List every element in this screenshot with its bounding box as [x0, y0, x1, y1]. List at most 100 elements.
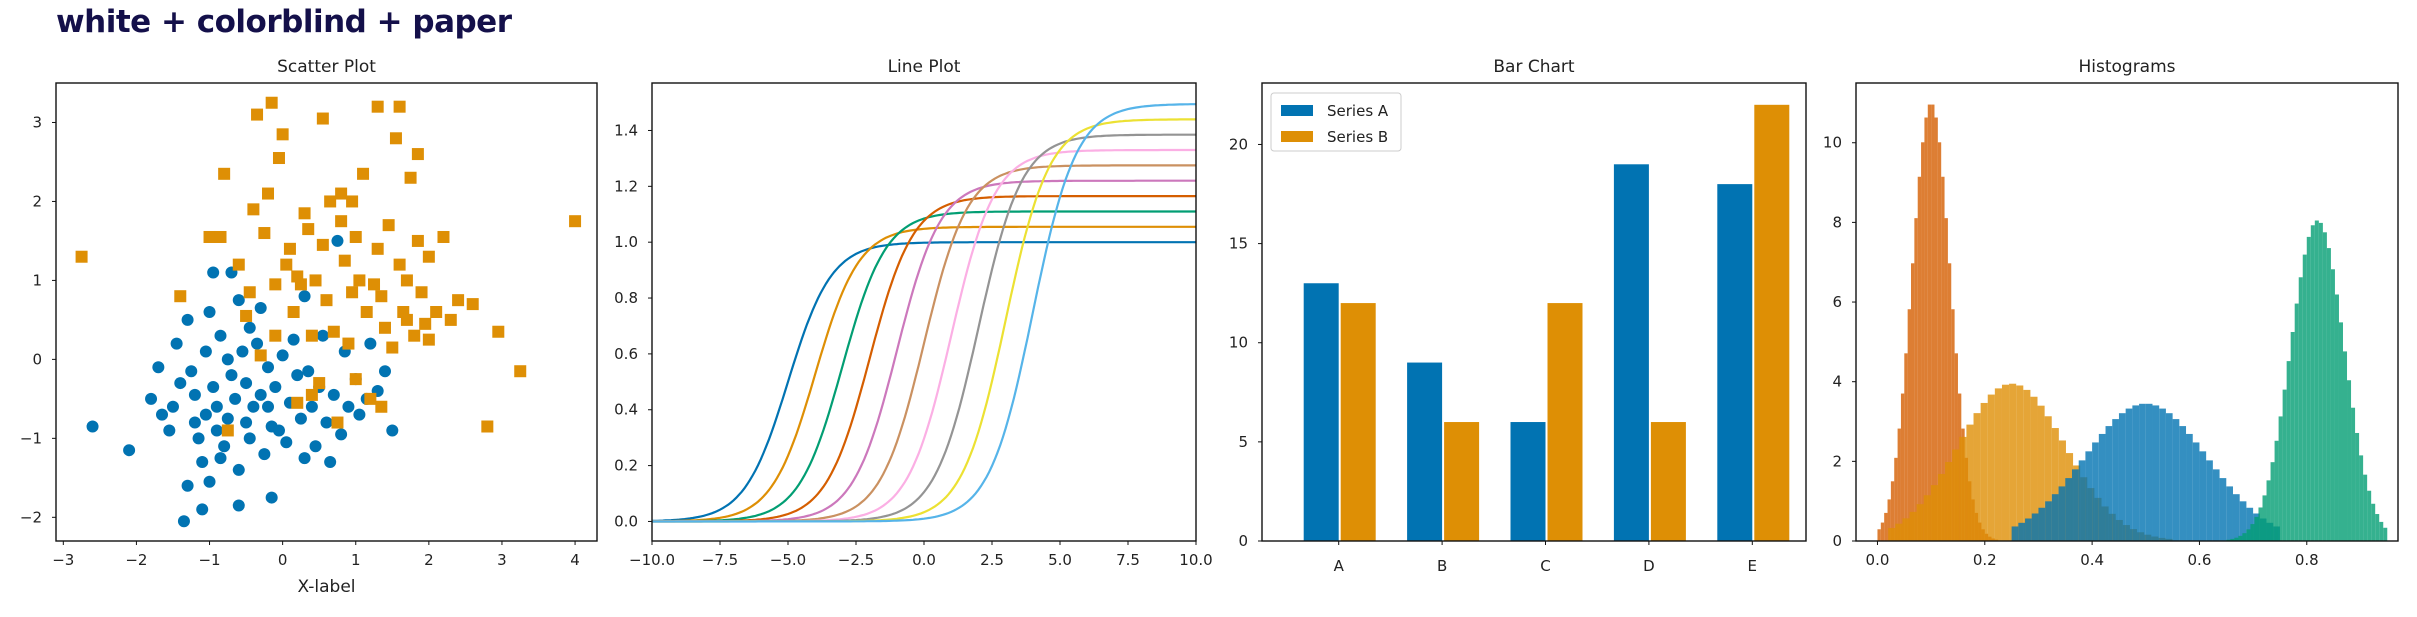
- scatter-point: [177, 515, 190, 528]
- y-tick-label: −1: [20, 429, 42, 447]
- bar: [1754, 104, 1790, 542]
- scatter-point: [400, 274, 413, 287]
- histogram-bar: [2302, 254, 2307, 541]
- scatter-point: [152, 361, 165, 374]
- histogram-bar: [1937, 142, 1942, 541]
- scatter-point: [243, 286, 256, 299]
- histogram-bar: [2286, 361, 2291, 541]
- histogram-bar: [1994, 388, 2002, 541]
- scatter-point: [174, 290, 187, 303]
- bar-panel: A B C D E Bar Chart 0 5 10 15 20 Series A Series B: [1229, 57, 1807, 575]
- y-tick-label: 0.6: [614, 345, 638, 363]
- x-tick-label: 0.2: [1973, 551, 1997, 569]
- scatter-point: [232, 499, 245, 512]
- scatter-point: [221, 353, 234, 366]
- bar: [1303, 283, 1339, 541]
- histogram-bar: [2254, 516, 2259, 541]
- figure-title: white + colorblind + paper: [56, 4, 512, 40]
- histogram-bar: [1895, 523, 1903, 541]
- y-tick-label: 0: [1832, 532, 1842, 550]
- y-tick-label: 0.2: [614, 457, 638, 475]
- scatter-point: [232, 294, 245, 307]
- histogram-bar: [2023, 389, 2031, 541]
- panel-title: Line Plot: [888, 57, 961, 77]
- histogram-bar: [2242, 533, 2247, 541]
- series-line: [652, 179, 1196, 523]
- histogram-bar: [2186, 433, 2193, 541]
- histogram-bar: [1987, 394, 1995, 541]
- histogram-bar: [1890, 481, 1895, 541]
- y-tick-label: 1.2: [614, 177, 638, 195]
- scatter-point: [360, 306, 373, 318]
- x-tick-label: 4: [570, 551, 580, 569]
- y-tick-label: 6: [1832, 293, 1842, 311]
- x-tick-label: 0: [278, 551, 288, 569]
- scatter-point: [240, 309, 253, 322]
- histogram-bar: [2132, 405, 2140, 541]
- histogram-bar: [1887, 499, 1891, 541]
- scatter-point: [240, 416, 253, 429]
- scatter-point: [378, 321, 391, 334]
- histogram-bar: [2051, 494, 2059, 541]
- scatter-point: [269, 329, 282, 342]
- scatter-point: [240, 377, 253, 390]
- histogram-bar: [2375, 514, 2380, 541]
- bar: [1510, 422, 1546, 541]
- scatter-point: [192, 432, 205, 445]
- histogram-bar: [1877, 529, 1881, 541]
- scatter-point: [221, 424, 234, 437]
- bar: [1340, 303, 1376, 541]
- histogram-bar: [2018, 522, 2026, 541]
- scatter-point: [408, 329, 421, 342]
- legend-label: Series B: [1327, 128, 1388, 146]
- histogram-bar: [1924, 117, 1928, 541]
- y-tick-label: 0: [32, 350, 42, 368]
- histogram-bar: [2274, 440, 2279, 541]
- x-tick-label: 0.4: [2080, 551, 2104, 569]
- y-tick-label: 0: [1238, 532, 1248, 550]
- scatter-point: [272, 424, 285, 437]
- scatter-point: [170, 337, 183, 350]
- scatter-point: [243, 321, 256, 334]
- scatter-point: [123, 444, 136, 457]
- scatter-point: [357, 167, 370, 180]
- x-tick-label: D: [1643, 557, 1655, 575]
- scatter-point: [254, 302, 267, 315]
- histogram-bar: [2351, 407, 2356, 541]
- x-tick-label: −7.5: [702, 551, 738, 569]
- bar: [1613, 164, 1649, 541]
- histogram-bar: [2165, 413, 2173, 541]
- histogram-bar: [2030, 396, 2038, 541]
- scatter-point: [207, 381, 220, 394]
- histogram-bar: [1902, 518, 1910, 541]
- histogram-bar: [1917, 176, 1922, 541]
- scatter-point: [324, 195, 337, 208]
- histogram-bar: [2139, 403, 2146, 541]
- scatter-point: [203, 306, 216, 318]
- scatter-point: [203, 230, 216, 243]
- histogram-bar: [1973, 413, 1981, 541]
- scatter-point: [247, 203, 260, 216]
- panel-title: Histograms: [2078, 57, 2175, 77]
- histogram-bar: [2045, 501, 2052, 541]
- x-tick-label: 2.5: [980, 551, 1004, 569]
- histogram-bar: [1937, 473, 1946, 541]
- scatter-point: [305, 388, 318, 401]
- y-tick-label: 0.4: [614, 401, 638, 419]
- histogram-bar: [2262, 495, 2267, 541]
- panel-title: Scatter Plot: [277, 57, 376, 77]
- histogram-bar: [2031, 513, 2039, 541]
- scatter-point: [481, 420, 494, 433]
- scatter-point: [262, 361, 275, 374]
- histogram-bar: [1884, 512, 1888, 541]
- histogram-bar: [2371, 503, 2376, 541]
- scatter-point: [386, 424, 399, 437]
- histogram-bar: [2314, 220, 2319, 541]
- histogram-bar: [1900, 393, 1905, 541]
- histogram-bar: [2118, 413, 2126, 541]
- histogram-bar: [1911, 263, 1915, 541]
- histogram-bar: [2065, 478, 2072, 541]
- scatter-point: [364, 337, 377, 350]
- histogram-bar: [1954, 353, 1958, 541]
- histogram-bar: [1941, 176, 1945, 541]
